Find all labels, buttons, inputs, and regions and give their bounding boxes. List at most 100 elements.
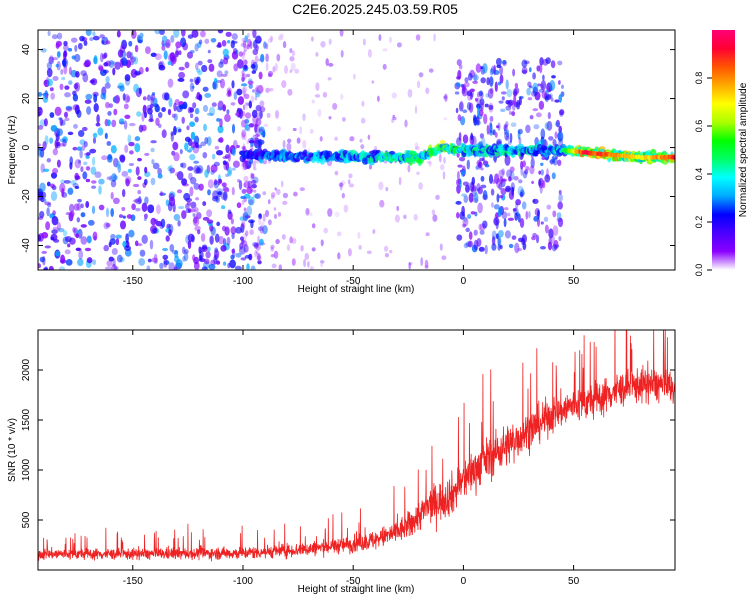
heatmap-cell xyxy=(531,180,534,185)
heatmap-cell xyxy=(320,260,325,264)
heatmap-cell xyxy=(557,60,563,66)
heatmap-cell xyxy=(243,196,247,203)
heatmap-cell xyxy=(67,243,71,248)
heatmap-cell xyxy=(244,119,248,124)
heatmap-cell xyxy=(201,266,208,270)
heatmap-cell xyxy=(311,223,316,229)
heatmap-cell xyxy=(46,181,51,187)
heatmap-cell xyxy=(246,205,253,216)
heatmap-cell xyxy=(250,143,254,151)
heatmap-cell xyxy=(497,207,502,218)
heatmap-cell xyxy=(225,144,230,154)
heatmap-cell xyxy=(93,93,98,103)
heatmap-cell xyxy=(182,246,186,255)
heatmap-cell xyxy=(85,178,91,183)
heatmap-cell xyxy=(110,208,115,217)
colorbar-tick-label: 0.8 xyxy=(694,72,704,85)
heatmap-cell xyxy=(475,63,482,73)
heatmap-cell xyxy=(225,173,229,178)
heatmap-cell xyxy=(258,158,264,164)
heatmap-cell xyxy=(302,139,307,149)
heatmap-cell xyxy=(512,88,518,97)
heatmap-cell xyxy=(464,77,469,83)
heatmap-cell xyxy=(122,240,127,248)
heatmap-cell xyxy=(209,235,214,245)
heatmap-cell xyxy=(178,71,186,79)
heatmap-cell xyxy=(532,82,539,94)
heatmap-cell xyxy=(69,156,74,166)
heatmap-cell xyxy=(144,166,148,174)
heatmap-cell xyxy=(162,254,169,260)
heatmap-cell xyxy=(467,240,473,248)
heatmap-cell xyxy=(98,185,102,195)
heatmap-cell xyxy=(493,204,500,210)
heatmap-cell xyxy=(492,179,496,185)
heatmap-cell xyxy=(124,144,129,153)
heatmap-cell xyxy=(508,243,514,249)
heatmap-cell xyxy=(247,185,252,190)
heatmap-cell xyxy=(486,124,490,135)
heatmap-cell xyxy=(187,166,194,171)
heatmap-cell xyxy=(249,158,254,165)
heatmap-cell xyxy=(216,70,223,78)
heatmap-cell xyxy=(119,154,126,163)
heatmap-cell xyxy=(241,77,245,82)
heatmap-cell xyxy=(474,192,479,204)
heatmap-cell xyxy=(552,210,557,218)
heatmap-cell xyxy=(488,174,494,184)
heatmap-cell xyxy=(518,179,523,184)
heatmap-cell xyxy=(282,139,286,149)
heatmap-cell xyxy=(303,149,308,156)
heatmap-cell xyxy=(247,196,255,206)
heatmap-cell xyxy=(482,189,488,201)
heatmap-cell xyxy=(255,91,259,96)
heatmap-cell xyxy=(128,40,133,47)
heatmap-cell xyxy=(307,260,310,268)
heatmap-cell xyxy=(120,44,127,49)
heatmap-cell xyxy=(46,207,50,217)
heatmap-cell xyxy=(226,87,232,94)
heatmap-cell xyxy=(503,124,508,132)
heatmap-cell xyxy=(243,182,247,188)
heatmap-cell xyxy=(204,92,212,98)
heatmap-cell xyxy=(467,214,472,219)
heatmap-cell xyxy=(117,163,122,174)
heatmap-cell xyxy=(472,114,477,123)
heatmap-cell xyxy=(38,106,43,116)
heatmap-cell xyxy=(336,231,342,237)
heatmap-cell xyxy=(241,132,245,140)
heatmap-cell xyxy=(431,209,436,216)
heatmap-cell xyxy=(259,106,266,113)
heatmap-cell xyxy=(151,91,156,96)
heatmap-cell xyxy=(68,80,73,85)
heatmap-cell xyxy=(73,203,80,211)
heatmap-cell xyxy=(227,39,231,44)
heatmap-cell xyxy=(195,78,200,86)
heatmap-cell xyxy=(270,194,275,200)
heatmap-cell xyxy=(224,113,231,123)
heatmap-cell xyxy=(235,112,240,117)
heatmap-cell xyxy=(525,166,530,171)
heatmap-cell xyxy=(256,255,262,261)
heatmap-cell xyxy=(217,107,223,111)
heatmap-cell xyxy=(458,131,462,142)
heatmap-cell xyxy=(221,205,226,210)
heatmap-cell xyxy=(212,190,219,200)
heatmap-cell xyxy=(80,70,87,77)
heatmap-cell xyxy=(241,222,246,230)
heatmap-cell xyxy=(416,80,421,89)
heatmap-cell xyxy=(465,227,470,233)
heatmap-cell xyxy=(92,137,97,144)
heatmap-cell xyxy=(459,178,462,190)
heatmap-cell xyxy=(186,201,191,206)
heatmap-cell xyxy=(389,249,393,254)
heatmap-cell xyxy=(105,75,110,84)
heatmap-cell xyxy=(157,167,162,176)
heatmap-cell xyxy=(463,216,468,223)
heatmap-cell xyxy=(550,60,556,69)
heatmap-cell xyxy=(223,57,229,65)
heatmap-cell xyxy=(224,70,229,75)
heatmap-cell xyxy=(463,81,470,88)
heatmap-cell xyxy=(91,205,96,215)
